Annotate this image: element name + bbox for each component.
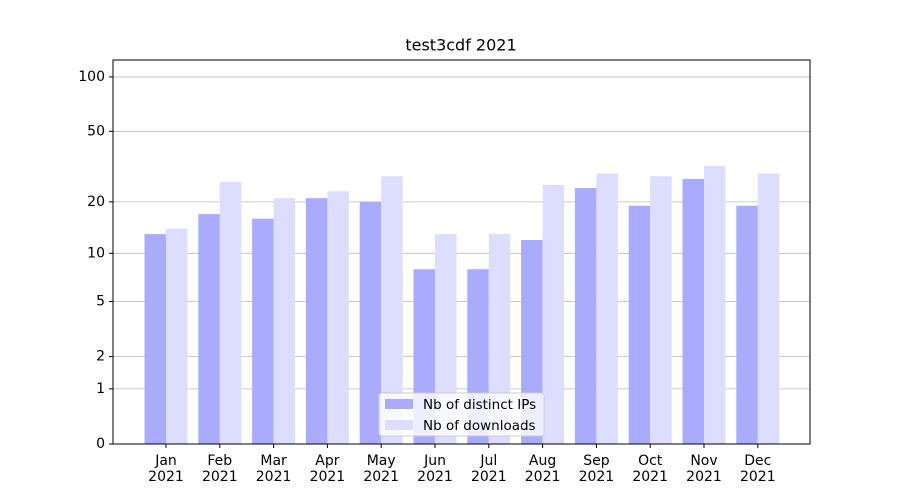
y-tick-label: 50	[87, 123, 105, 139]
x-tick-label: Aug 2021	[524, 453, 561, 485]
x-tick-label: Feb 2021	[201, 453, 238, 485]
x-tick-label: Sep 2021	[578, 453, 615, 485]
bar	[704, 165, 726, 444]
x-tick-label: Jan 2021	[148, 453, 184, 485]
bar	[650, 176, 672, 444]
axes-frame	[112, 59, 811, 445]
bar	[359, 201, 382, 444]
legend-box	[378, 392, 545, 437]
legend-swatch	[385, 399, 413, 409]
y-tick-label: 5	[96, 293, 105, 309]
bar	[327, 191, 349, 444]
y-tick-label: 1	[96, 381, 105, 397]
legend-label: Nb of downloads	[423, 418, 536, 434]
bar	[542, 184, 565, 444]
x-tick-label: Oct 2021	[632, 453, 668, 485]
y-tick-label: 100	[78, 69, 105, 85]
chart-title: test3cdf 2021	[405, 36, 516, 55]
bar	[757, 173, 780, 444]
legend-swatch	[385, 420, 413, 430]
bar	[488, 234, 511, 444]
bar	[252, 218, 274, 444]
bar	[736, 205, 758, 444]
bar	[628, 205, 651, 444]
y-tick-label: 10	[87, 245, 105, 261]
bar	[144, 234, 166, 444]
y-tick-label: 2	[96, 349, 105, 365]
x-tick-label: May 2021	[363, 453, 399, 485]
x-tick-label: Mar 2021	[255, 453, 292, 485]
bar	[305, 198, 328, 444]
bar	[435, 234, 457, 444]
bar	[596, 173, 618, 444]
bar	[219, 181, 242, 445]
x-tick-label: Jul 2021	[470, 453, 507, 485]
bar	[682, 178, 704, 444]
bar	[273, 198, 296, 444]
bar	[166, 228, 188, 444]
x-tick-label: Jun 2021	[417, 453, 453, 485]
y-tick-label: 0	[96, 436, 105, 452]
x-tick-label: Apr 2021	[309, 453, 346, 485]
bar	[574, 188, 597, 444]
legend-label: Nb of distinct IPs	[423, 397, 536, 413]
y-tick-label: 20	[87, 194, 105, 210]
x-tick-label: Nov 2021	[686, 453, 722, 485]
bar	[198, 214, 220, 444]
bar	[381, 176, 403, 444]
x-tick-label: Dec 2021	[739, 453, 776, 485]
